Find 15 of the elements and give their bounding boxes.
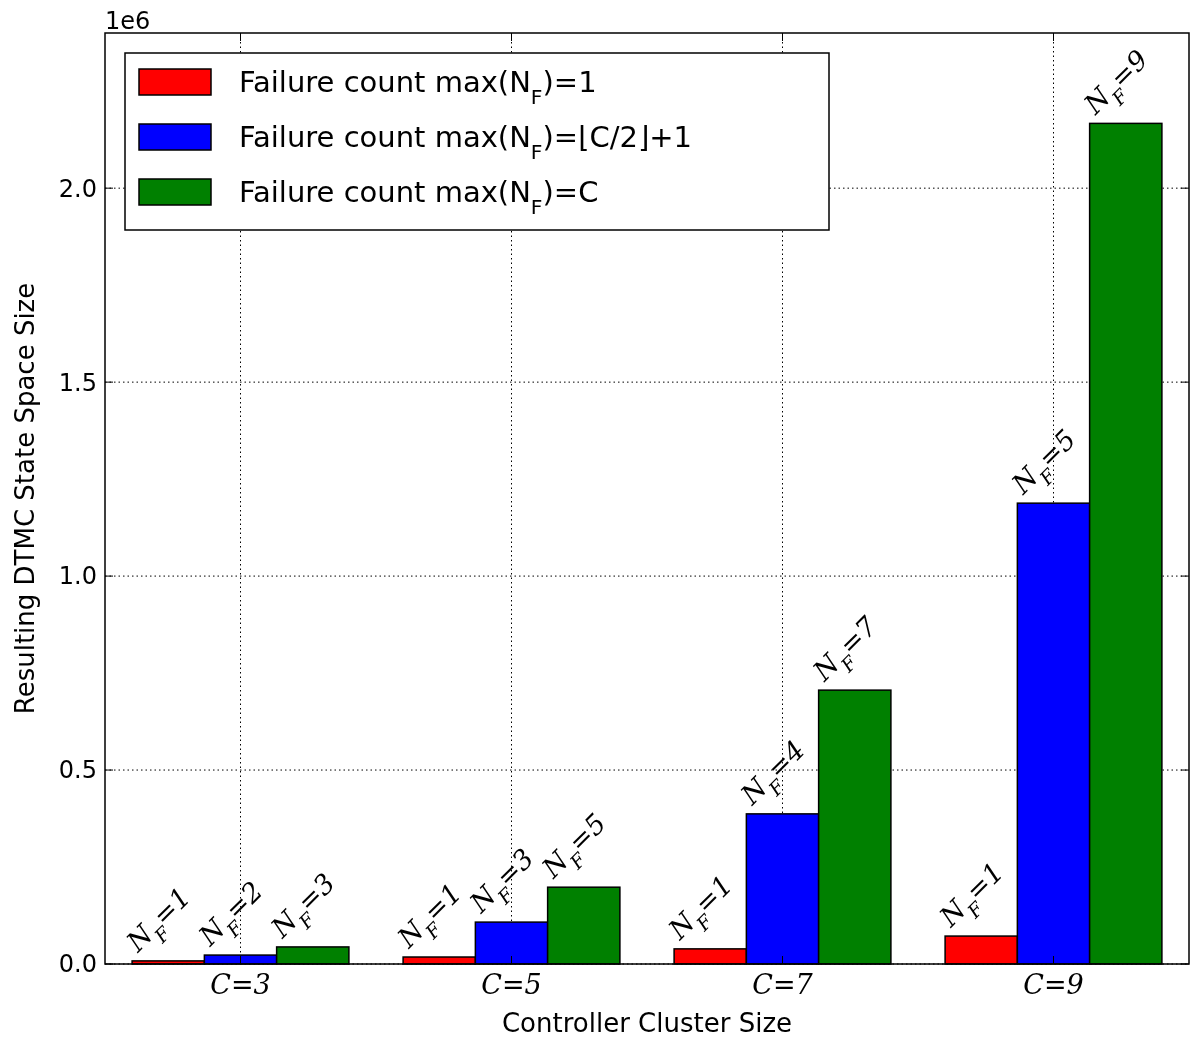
x-tick-label: C=3 — [210, 969, 271, 1000]
y-tick-label: 2.0 — [58, 174, 97, 203]
y-tick-label: 1.0 — [58, 562, 97, 591]
annotation: 1e6 — [105, 7, 151, 35]
y-tick-label: 1.5 — [58, 368, 97, 397]
legend-label: Failure count max(N$_{F}$)=C — [239, 175, 599, 219]
y-tick-label: 0.0 — [58, 950, 97, 979]
y-tick-label: 0.5 — [58, 756, 97, 785]
y-axis-title: Resulting DTMC State Space Size — [10, 282, 40, 715]
x-tick-label: C=9 — [1023, 969, 1084, 1000]
legend-label: Failure count max(N$_{F}$)=1 — [239, 65, 597, 109]
x-tick-label: C=5 — [481, 969, 542, 1000]
x-axis-title: Controller Cluster Size — [501, 1008, 793, 1038]
legend-label: Failure count max(N$_{F}$)=⌊C/2⌋+1 — [239, 120, 692, 164]
x-tick-label: C=7 — [752, 969, 814, 1000]
